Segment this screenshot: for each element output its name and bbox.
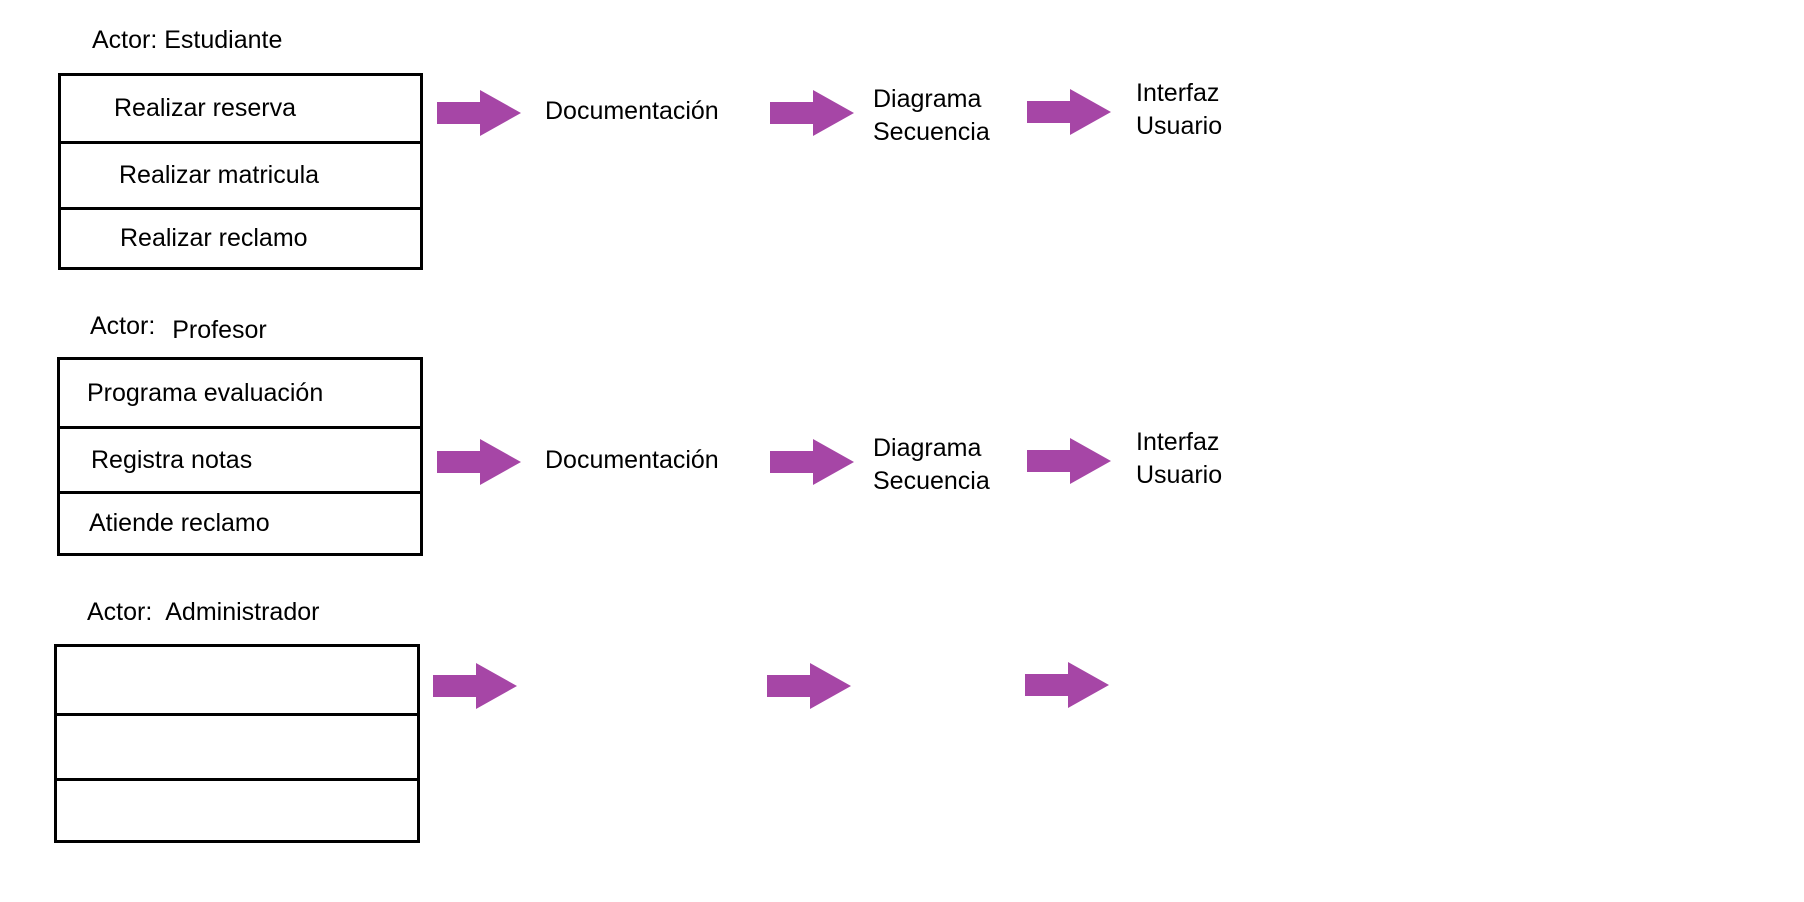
use-case-table-administrador xyxy=(54,644,420,843)
arrow-right-icon xyxy=(1027,438,1111,484)
step-diagrama-secuencia: Diagrama Secuencia xyxy=(873,85,990,146)
actor-label-administrador: Actor: Administrador xyxy=(87,598,319,627)
use-case-label: Realizar reclamo xyxy=(120,224,308,252)
use-case-row[interactable]: Realizar matricula xyxy=(61,144,420,210)
step-interfaz-usuario: Interfaz Usuario xyxy=(1136,79,1223,140)
actor-name: Profesor xyxy=(172,316,267,344)
use-case-label: Realizar matricula xyxy=(119,161,320,189)
step-documentacion: Documentación xyxy=(545,97,719,125)
actor-prefix: Actor: xyxy=(87,598,153,626)
arrow-right-icon xyxy=(1027,89,1111,135)
use-case-label: Registra notas xyxy=(91,445,253,474)
arrow-right-icon xyxy=(770,439,854,485)
use-case-label: Programa evaluación xyxy=(87,378,324,407)
step-documentacion: Documentación xyxy=(545,446,719,474)
actor-label-profesor: Actor: Profesor xyxy=(90,312,267,344)
actor-name: Administrador xyxy=(165,598,320,626)
actor-label-estudiante: Actor: Estudiante xyxy=(92,26,282,55)
step-diagrama-secuencia: Diagrama Secuencia xyxy=(873,434,990,495)
arrow-right-icon xyxy=(767,663,851,709)
arrow-right-icon xyxy=(1025,662,1109,708)
use-case-row[interactable]: Atiende reclamo xyxy=(60,494,420,553)
use-case-row[interactable] xyxy=(57,647,417,716)
use-case-row[interactable]: Programa evaluación xyxy=(60,360,420,429)
use-case-table-profesor: Programa evaluación Registra notas Atien… xyxy=(57,357,423,556)
step-interfaz-usuario: Interfaz Usuario xyxy=(1136,428,1223,489)
use-case-row[interactable]: Realizar reserva xyxy=(61,76,420,144)
use-case-row[interactable] xyxy=(57,781,417,840)
use-case-table-estudiante: Realizar reserva Realizar matricula Real… xyxy=(58,73,423,270)
arrow-right-icon xyxy=(770,90,854,136)
actor-prefix: Actor: xyxy=(92,26,158,54)
arrow-right-icon xyxy=(437,90,521,136)
use-case-row[interactable] xyxy=(57,716,417,781)
use-case-label: Realizar reserva xyxy=(114,94,297,122)
use-case-row[interactable]: Registra notas xyxy=(60,429,420,494)
use-case-row[interactable]: Realizar reclamo xyxy=(61,210,420,267)
arrow-right-icon xyxy=(437,439,521,485)
use-case-label: Atiende reclamo xyxy=(89,509,270,537)
arrow-right-icon xyxy=(433,663,517,709)
actor-name: Estudiante xyxy=(164,26,283,54)
actor-prefix: Actor: xyxy=(90,312,156,340)
